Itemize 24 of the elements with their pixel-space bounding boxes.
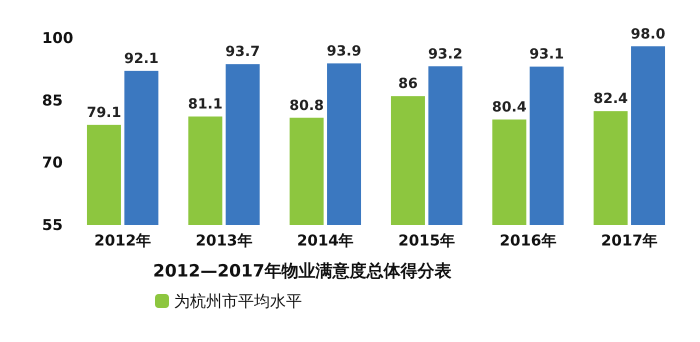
y-tick-label: 85: [42, 91, 63, 110]
data-label: 79.1: [86, 104, 122, 121]
data-label: 93.7: [225, 44, 260, 60]
text: 2012—2017年物业满意度总体得分表: [153, 262, 453, 282]
y-tick-label: 100: [42, 29, 74, 47]
legend-label: 为杭州市平均水平: [174, 292, 302, 310]
data-label: 98.0: [630, 26, 666, 42]
data-label: 93.1: [529, 46, 564, 63]
data-label: 86: [398, 76, 418, 92]
data-label: 93.9: [326, 43, 362, 60]
x-tick-label: 2016年: [500, 232, 556, 250]
data-label: 81.1: [188, 96, 223, 113]
y-tick-label: 55: [42, 216, 63, 234]
data-label: 92.1: [124, 50, 159, 67]
y-tick-label: 70: [42, 154, 63, 172]
data-label: 80.4: [492, 99, 527, 116]
data-label: 82.4: [593, 91, 628, 108]
x-tick-label: 2017年: [600, 232, 658, 250]
data-label: 80.8: [289, 98, 324, 114]
x-tick-label: 2012年: [94, 232, 152, 250]
x-tick-label: 2014年: [296, 232, 354, 250]
data-label: 93.2: [428, 46, 463, 62]
x-tick-label: 2015年: [398, 232, 456, 250]
x-tick-label: 2013年: [196, 232, 252, 250]
